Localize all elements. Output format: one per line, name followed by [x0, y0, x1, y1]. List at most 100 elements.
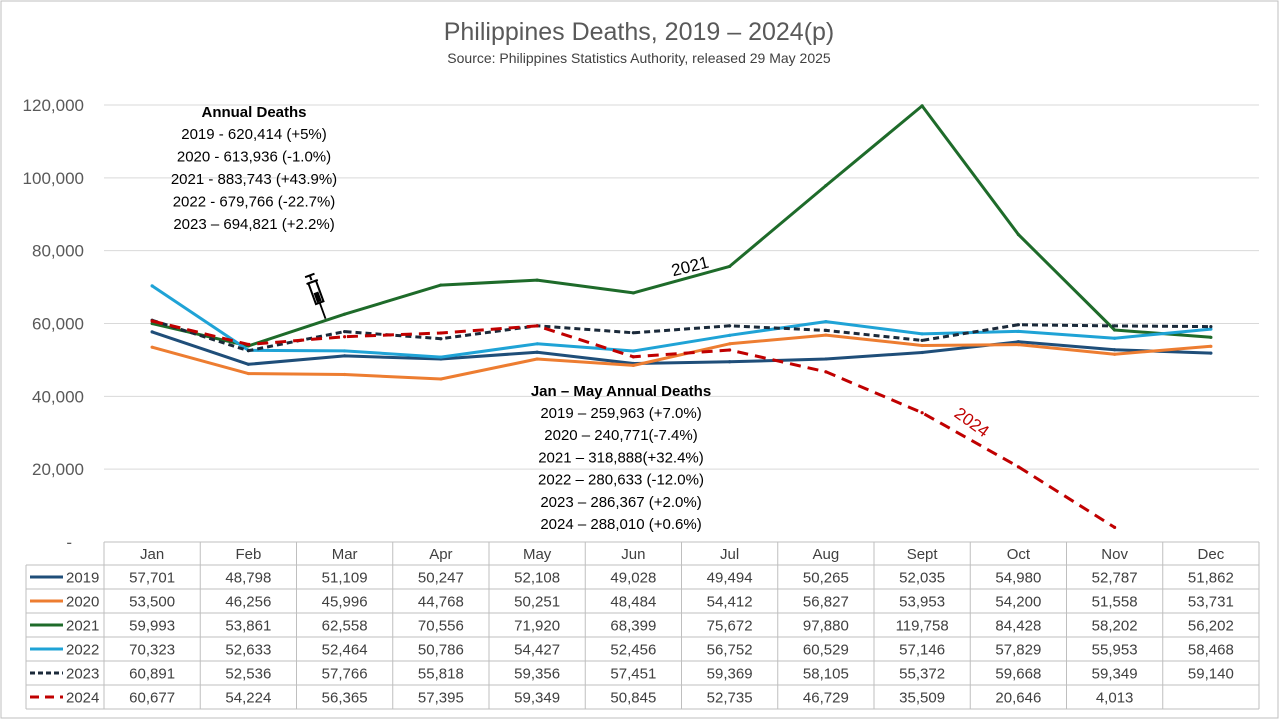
- syringe-needle: [318, 302, 327, 319]
- gridlines: [104, 104, 1259, 470]
- series-line-2022: [151, 284, 1212, 359]
- data-point-2021: [439, 283, 443, 287]
- table-cell: 53,731: [1188, 594, 1234, 611]
- data-point-2024: [246, 342, 250, 347]
- data-point-2024: [728, 348, 732, 352]
- table-cell: 56,365: [322, 690, 368, 707]
- data-point-2023: [1016, 323, 1020, 327]
- data-point-2022: [343, 349, 347, 353]
- data-point-2019: [1016, 340, 1020, 344]
- table-cell: 45,996: [322, 594, 368, 611]
- data-point-2024: [343, 335, 347, 339]
- data-point-2020: [824, 333, 828, 337]
- table-cell: 55,953: [1092, 642, 1138, 659]
- data-point-2024: [631, 355, 635, 359]
- data-point-2023: [439, 337, 443, 341]
- table-cell: 53,861: [225, 618, 271, 635]
- data-point-2019: [246, 362, 250, 366]
- table-cell: 52,035: [899, 570, 945, 587]
- table-cell: 48,484: [610, 594, 656, 611]
- janmay-deaths-line: 2020 – 240,771(-7.4%): [544, 427, 697, 444]
- table-cell: 84,428: [995, 618, 1041, 635]
- data-point-2023: [824, 328, 828, 333]
- data-point-2020: [150, 345, 154, 349]
- table-cell: 70,556: [418, 618, 464, 635]
- data-point-2021: [535, 278, 539, 282]
- data-point-2020: [246, 371, 250, 376]
- table-cell: 51,558: [1092, 594, 1138, 611]
- data-point-2022: [1209, 327, 1213, 331]
- data-point-2023: [920, 338, 924, 342]
- table-cell: 58,202: [1092, 618, 1138, 635]
- data-point-2024: [1016, 465, 1020, 469]
- table-cell: 49,494: [707, 570, 753, 587]
- data-point-2021: [920, 104, 924, 108]
- table-cell: 50,251: [514, 594, 560, 611]
- data-point-2020: [631, 363, 635, 368]
- x-tick-label: Dec: [1198, 546, 1225, 563]
- data-point-2020: [535, 357, 539, 361]
- legend-label: 2022: [66, 642, 99, 659]
- table-cell: 52,633: [225, 642, 271, 659]
- table-cell: 119,758: [896, 618, 949, 635]
- table-cell: 58,468: [1188, 642, 1234, 659]
- table-cell: 52,735: [707, 690, 753, 707]
- annual-deaths-line: 2019 - 620,414 (+5%): [181, 126, 327, 143]
- table-cell: 53,953: [899, 594, 945, 611]
- data-point-2024: [535, 324, 539, 328]
- table-cell: 54,224: [225, 690, 271, 707]
- janmay-deaths-line: 2024 – 288,010 (+0.6%): [540, 516, 701, 533]
- table-cell: 75,672: [707, 618, 753, 635]
- data-point-2023: [246, 349, 250, 353]
- table-cell: 56,827: [803, 594, 849, 611]
- table-cell: 56,202: [1188, 618, 1234, 635]
- chart-title: Philippines Deaths, 2019 – 2024(p): [444, 18, 835, 46]
- data-point-2021: [1016, 232, 1020, 237]
- table-cell: 57,146: [899, 642, 945, 659]
- data-point-2020: [1016, 343, 1020, 347]
- table-cell: 70,323: [129, 642, 175, 659]
- data-point-2024: [150, 319, 154, 323]
- series-line-2019: [151, 330, 1211, 366]
- x-tick-label: Jan: [140, 546, 164, 563]
- data-point-2020: [920, 343, 924, 348]
- table-cell: 57,829: [995, 642, 1041, 659]
- data-point-2021: [824, 183, 828, 188]
- series-line-2023: [151, 318, 1211, 353]
- table-cell: 35,509: [899, 690, 945, 707]
- table-cell: 57,395: [418, 690, 464, 707]
- y-tick-label: 40,000: [32, 387, 84, 406]
- table-cell: 46,256: [225, 594, 271, 611]
- table-cell: 51,109: [322, 570, 368, 587]
- y-tick-label: 80,000: [32, 242, 84, 261]
- janmay-deaths-title: Jan – May Annual Deaths: [531, 383, 711, 400]
- legend-label: 2021: [66, 618, 99, 635]
- series-lines: [150, 104, 1213, 529]
- series-line-2020: [151, 333, 1212, 381]
- x-tick-label: May: [523, 546, 552, 563]
- x-tick-label: Feb: [235, 546, 261, 563]
- table-cell: 68,399: [610, 618, 656, 635]
- data-point-2021: [343, 312, 347, 316]
- table-cell: 59,369: [707, 666, 753, 683]
- data-point-2022: [824, 319, 828, 324]
- data-point-2019: [150, 330, 154, 334]
- y-tick-label: -: [66, 533, 72, 552]
- data-point-2020: [343, 372, 347, 377]
- table-cell: 50,247: [418, 570, 464, 587]
- data-point-2023: [631, 331, 635, 335]
- table-cell: 46,729: [803, 690, 849, 707]
- table-cell: 54,200: [995, 594, 1041, 611]
- y-tick-label: 60,000: [32, 315, 84, 334]
- table-cell: 55,818: [418, 666, 464, 683]
- table-cell: 59,356: [514, 666, 560, 683]
- table-cell: 58,105: [803, 666, 849, 683]
- data-point-2019: [728, 360, 732, 364]
- table-cell: 52,108: [514, 570, 560, 587]
- syringe-plunger-cap: [304, 272, 315, 279]
- table-cell: 4,013: [1096, 690, 1134, 707]
- data-point-2024: [920, 411, 924, 415]
- data-point-2022: [439, 355, 443, 359]
